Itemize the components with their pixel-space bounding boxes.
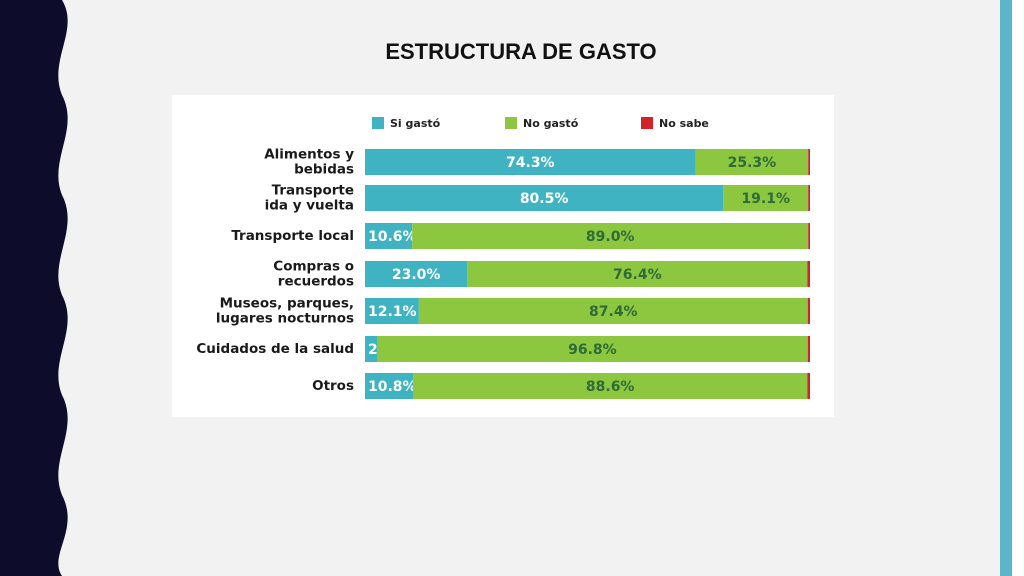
bar-segment [377, 336, 808, 362]
value-label: 76.4% [613, 267, 662, 283]
category-label: Museos, parques, [220, 296, 354, 312]
right-edge [1012, 0, 1024, 576]
value-label: 10.6% [368, 229, 417, 245]
bar-segment [807, 336, 810, 362]
bar-segment [808, 185, 810, 211]
bar-segment [807, 373, 810, 399]
bar-segment [365, 261, 468, 287]
bar-segment [365, 373, 414, 399]
bar-segment [365, 185, 724, 211]
bar-segment [418, 298, 808, 324]
category-label: bebidas [294, 162, 354, 178]
bar-segment [808, 223, 810, 249]
value-label: 12.1% [368, 304, 417, 320]
bar-segment [807, 298, 810, 324]
bar-segment [365, 223, 413, 249]
value-label: 88.6% [586, 379, 635, 395]
bar-segment [807, 261, 810, 287]
bar-segment [365, 149, 696, 175]
legend-swatch [641, 117, 653, 129]
bar-segment [808, 149, 810, 175]
value-label: 96.8% [568, 342, 617, 358]
bar-segment [467, 261, 808, 287]
bar-segment [412, 223, 809, 249]
category-label: Otros [312, 378, 354, 394]
chart-title: ESTRUCTURA DE GASTO [385, 39, 656, 64]
bar-segment [723, 185, 809, 211]
category-label: Transporte local [231, 228, 354, 244]
category-label: ida y vuelta [265, 198, 354, 214]
value-label: 10.8% [368, 379, 417, 395]
category-label: Cuidados de la salud [196, 341, 354, 357]
legend-label: No sabe [659, 117, 709, 130]
legend-swatch [372, 117, 384, 129]
value-label: 74.3% [506, 155, 555, 171]
bar-segment [695, 149, 809, 175]
value-label: 89.0% [586, 229, 635, 245]
bar-segment [365, 298, 419, 324]
category-label: Compras o [273, 259, 354, 275]
legend-label: No gastó [523, 117, 579, 130]
chart-panel [172, 95, 834, 417]
value-label: 80.5% [520, 191, 569, 207]
bar-segment [365, 336, 378, 362]
value-label: 25.3% [728, 155, 777, 171]
value-label: 87.4% [589, 304, 638, 320]
left-band [0, 0, 68, 576]
category-label: lugares nocturnos [216, 311, 354, 327]
category-label: Transporte [272, 183, 354, 199]
legend-label: Si gastó [390, 117, 441, 130]
bar-segment [413, 373, 808, 399]
right-band [1000, 0, 1012, 576]
legend-swatch [505, 117, 517, 129]
value-label: 19.1% [741, 191, 790, 207]
value-label: 23.0% [392, 267, 441, 283]
category-label: Alimentos y [264, 147, 354, 163]
category-label: recuerdos [278, 274, 354, 290]
